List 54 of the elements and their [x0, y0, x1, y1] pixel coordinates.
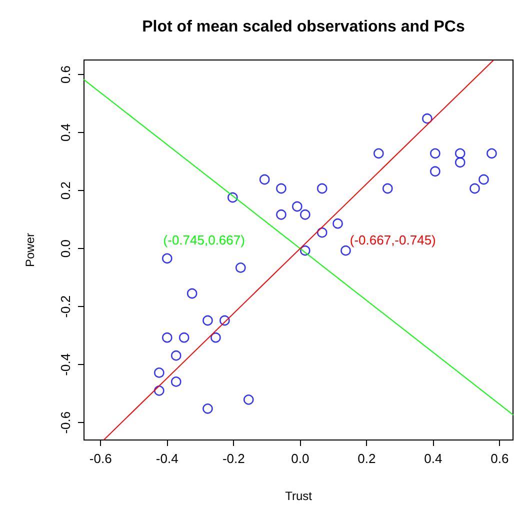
point	[470, 183, 480, 194]
point	[316, 183, 328, 194]
x-tick-label: 0.2	[358, 451, 376, 466]
x-tick-label: 0.0	[291, 451, 310, 466]
point	[162, 253, 172, 264]
y-tick-label: 0.2	[58, 181, 73, 200]
x-tick-label: -0.6	[89, 451, 112, 466]
point	[202, 315, 213, 326]
x-axis-title: Trust	[285, 489, 313, 503]
y-tick-label: -0.6	[58, 411, 73, 434]
point	[292, 201, 302, 212]
point	[430, 166, 440, 177]
y-axis-title: Power	[23, 232, 37, 268]
point	[162, 332, 172, 343]
y-tick-label: 0.6	[58, 65, 73, 84]
x-tick-label: -0.2	[222, 451, 245, 466]
point	[430, 148, 440, 159]
annotation: (-0.745,0.667)	[163, 232, 245, 248]
point	[486, 148, 497, 159]
point	[170, 350, 182, 361]
x-tick-label: 0.4	[424, 451, 442, 466]
point	[228, 192, 238, 203]
chart-title: Plot of mean scaled observations and PCs	[142, 18, 465, 36]
point	[332, 218, 343, 229]
x-tick-label: -0.4	[156, 451, 178, 466]
point	[178, 332, 190, 343]
y-tick-label: 0.4	[58, 123, 73, 142]
y-tick-label: -0.2	[58, 295, 73, 318]
point	[202, 404, 213, 414]
point	[154, 368, 164, 378]
x-tick-label: 0.6	[490, 451, 509, 466]
point	[235, 262, 246, 273]
point	[259, 174, 270, 185]
point	[454, 157, 466, 168]
point	[478, 174, 489, 185]
point	[300, 209, 310, 220]
y-tick-label: -0.4	[58, 353, 73, 376]
point	[170, 376, 182, 387]
point	[374, 148, 384, 159]
y-tick-label: 0.0	[58, 240, 73, 258]
point	[186, 288, 198, 299]
point	[220, 315, 230, 326]
point	[300, 245, 310, 256]
point	[154, 386, 164, 396]
point	[454, 148, 466, 159]
point	[276, 183, 286, 194]
point	[422, 113, 432, 124]
point	[210, 332, 221, 343]
point	[276, 209, 286, 220]
point	[382, 183, 393, 194]
annotation: (-0.667,-0.745)	[350, 232, 436, 248]
point	[340, 245, 351, 256]
point	[243, 394, 254, 405]
point	[316, 227, 328, 238]
